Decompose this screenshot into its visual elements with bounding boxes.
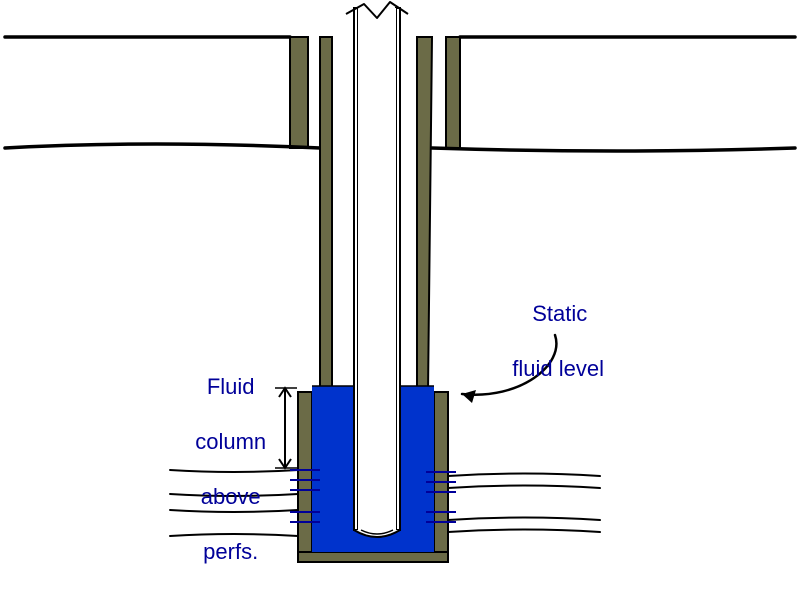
label-fc-line3: above — [201, 484, 261, 509]
wellbore-diagram — [0, 0, 800, 600]
label-static-line2: fluid level — [512, 356, 604, 381]
label-fc-line4: perfs. — [203, 539, 258, 564]
label-static-line1: Static — [532, 301, 587, 326]
label-fc-line1: Fluid — [207, 374, 255, 399]
label-fc-line2: column — [195, 429, 266, 454]
label-static-fluid-level: Static fluid level — [520, 272, 604, 382]
label-fluid-column: Fluid column above perfs. — [183, 345, 266, 565]
